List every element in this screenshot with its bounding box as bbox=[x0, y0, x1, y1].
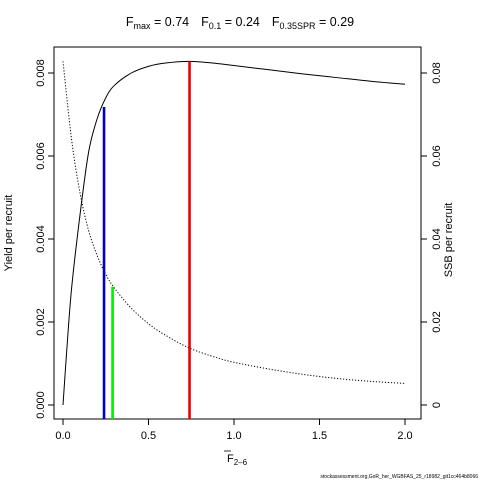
title-fspr-sub: 0.35SPR bbox=[280, 21, 317, 31]
title-f01-sub: 0.1 bbox=[209, 21, 222, 31]
reference-lines bbox=[102, 61, 191, 419]
title-f01-main: F bbox=[201, 15, 209, 29]
x-tick-label: 0.0 bbox=[55, 430, 70, 442]
footer-caption: stockassessment.org,GoR_her_WGBFAS_25_r1… bbox=[320, 474, 478, 480]
y-axis-left-title: Yield per recruit bbox=[3, 195, 15, 272]
title-fmax-main: F bbox=[126, 15, 134, 29]
x-axis-title: F2–6 bbox=[227, 453, 248, 467]
yield-per-recruit-curve bbox=[62, 60, 406, 406]
y-left-tick-label: 0.002 bbox=[35, 308, 47, 336]
x-axis-title-sub: 2–6 bbox=[234, 458, 248, 467]
title-fspr-value: = 0.29 bbox=[316, 15, 355, 29]
y-right-tick-label: 0 bbox=[431, 402, 443, 408]
series-layer bbox=[62, 60, 406, 406]
y-axis-right-title: SSB per recruit bbox=[443, 203, 455, 278]
plot-frame bbox=[53, 46, 422, 420]
chart-title: Fmax = 0.74 F0.1 = 0.24 F0.35SPR = 0.29 bbox=[126, 15, 354, 31]
y-left-tick-label: 0.008 bbox=[35, 59, 47, 87]
y-right-tick-label: 0.08 bbox=[431, 62, 443, 83]
y-right-tick-label: 0.04 bbox=[431, 228, 443, 249]
x-axis: 0.0 0.5 1.0 1.5 2.0 bbox=[55, 419, 413, 442]
y-left-tick-label: 0.004 bbox=[35, 225, 47, 253]
x-tick-label: 0.5 bbox=[141, 430, 156, 442]
y-right-tick-label: 0.06 bbox=[431, 145, 443, 166]
ssb-per-recruit-curve bbox=[62, 61, 406, 384]
title-fspr-main: F bbox=[272, 15, 280, 29]
y-right-tick-label: 0.02 bbox=[431, 311, 443, 332]
y-axis-left: 0.000 0.002 0.004 0.006 0.008 bbox=[35, 59, 54, 419]
title-fmax-sub: max bbox=[134, 21, 152, 31]
x-tick-label: 1.5 bbox=[312, 430, 327, 442]
title-fmax-value: = 0.74 bbox=[151, 15, 190, 29]
y-left-tick-label: 0.000 bbox=[35, 391, 47, 419]
x-tick-label: 1.0 bbox=[226, 430, 241, 442]
y-axis-right: 0 0.02 0.04 0.06 0.08 bbox=[421, 62, 443, 408]
x-axis-title-main: F bbox=[227, 453, 234, 465]
y-left-tick-label: 0.006 bbox=[35, 142, 47, 170]
title-f01-value: = 0.24 bbox=[221, 15, 260, 29]
x-tick-label: 2.0 bbox=[397, 430, 412, 442]
